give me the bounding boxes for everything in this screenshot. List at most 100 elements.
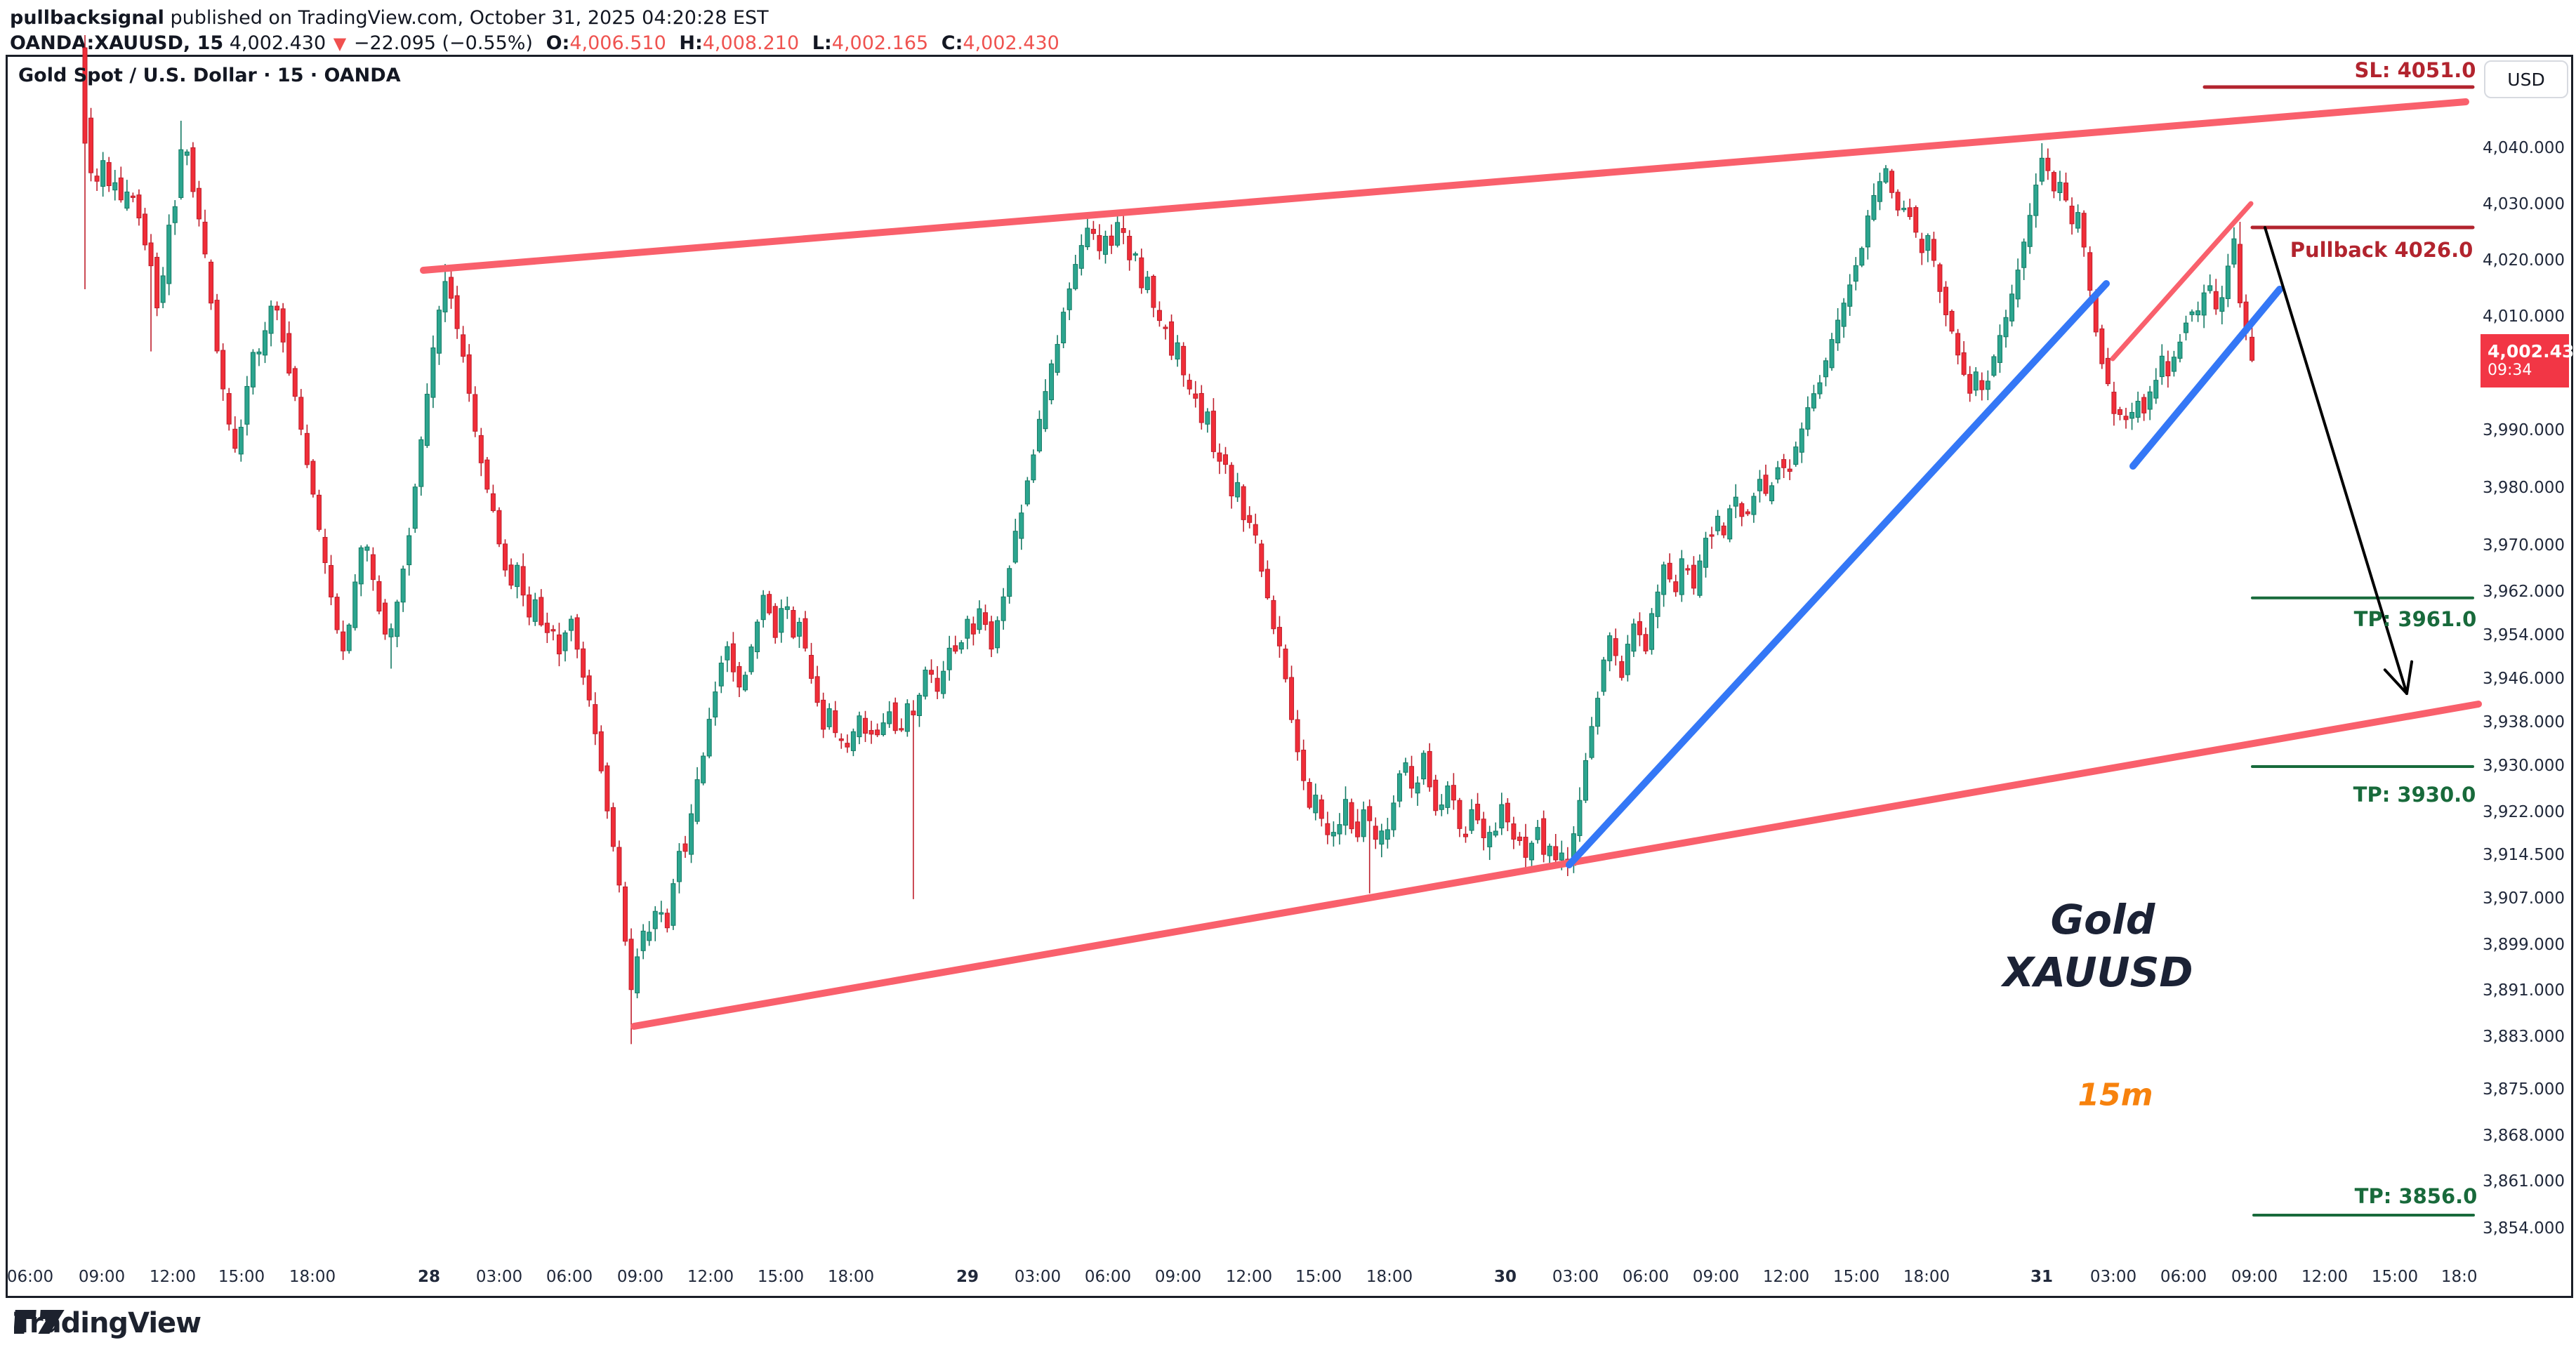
candle-down <box>1223 454 1228 465</box>
candle-up <box>436 310 442 354</box>
candle-up <box>1385 829 1390 840</box>
candle-up <box>1012 531 1018 563</box>
candle-down <box>214 300 220 352</box>
time-axis-label: 03:00 <box>2089 1268 2137 1286</box>
tp1-line-label: TP: 3961.0 <box>2353 607 2477 631</box>
candle-up <box>1337 824 1342 835</box>
candle-up <box>2129 411 2135 419</box>
tradingview-logo[interactable]: TradingView <box>14 1307 202 1339</box>
candle-down <box>934 677 940 692</box>
candle-down <box>1271 599 1276 630</box>
price-axis-label: 3,938.000 <box>2482 713 2565 731</box>
candle-down <box>329 564 334 597</box>
candle-up <box>784 606 790 610</box>
currency-label: USD <box>2507 69 2545 90</box>
candle-up <box>1343 799 1348 826</box>
candle-down <box>1667 562 1672 580</box>
time-axis-label: 15:00 <box>218 1268 265 1286</box>
time-axis-label: 12:00 <box>149 1268 197 1286</box>
candle-down <box>1295 719 1300 753</box>
candle-up <box>1859 248 1865 266</box>
pullback-trendline-rose[interactable] <box>2110 201 2254 362</box>
chart-legend-title: Gold Spot / U.S. Dollar · 15 · OANDA <box>18 65 401 86</box>
candle-up <box>2184 322 2188 333</box>
candle-up <box>2219 297 2225 312</box>
candle-down <box>772 606 778 638</box>
candle-down <box>1187 380 1192 390</box>
candle-down <box>1739 503 1745 517</box>
candle-down <box>280 308 286 343</box>
candle-down <box>1961 352 1967 375</box>
price-axis-label: 3,883.000 <box>2482 1028 2565 1046</box>
candle-down <box>1685 568 1691 571</box>
candle-up <box>2075 212 2081 229</box>
candle-up <box>1061 312 1066 343</box>
candle-up <box>1901 208 1907 211</box>
candle-up <box>850 731 856 751</box>
candle-down <box>1619 661 1625 678</box>
candle-down <box>911 710 916 715</box>
open-label: O: <box>546 32 570 54</box>
candle-down <box>1919 239 1924 253</box>
tradingview-logo-icon <box>14 1310 65 1334</box>
candle-down <box>616 847 622 886</box>
candle-down <box>1475 804 1481 821</box>
trendline-blue-long[interactable] <box>1566 280 2110 868</box>
price-axis-label: 3,962.000 <box>2482 583 2565 601</box>
projection-arrow[interactable] <box>2264 226 2408 695</box>
candle-down <box>1307 782 1312 808</box>
pullback-line-label: Pullback 4026.0 <box>2290 238 2473 262</box>
candle-up <box>1031 454 1036 481</box>
candle-down <box>863 717 868 734</box>
candle-up <box>166 225 172 284</box>
channel-upper-line[interactable] <box>420 98 2469 274</box>
tp2-line-label: TP: 3930.0 <box>2353 783 2476 807</box>
channel-lower-line[interactable] <box>630 701 2482 1030</box>
candle-down <box>610 807 616 847</box>
price-axis[interactable]: 4,040.000 4,030.000 4,020.000 4,010.000 3,99… <box>2481 57 2569 1292</box>
candle-down <box>586 675 592 701</box>
candle-down <box>767 594 772 614</box>
candle-down <box>1109 235 1114 246</box>
candle-down <box>484 459 490 490</box>
candle-up <box>1757 479 1762 491</box>
candle-up <box>923 669 928 697</box>
candle-down <box>490 493 496 511</box>
candle-up <box>1655 591 1660 617</box>
trendline-blue-short[interactable] <box>2129 286 2283 470</box>
close-value: 4,002.430 <box>963 32 1059 54</box>
time-axis-label: 15:00 <box>757 1268 805 1286</box>
candle-up <box>532 599 538 622</box>
candle-down <box>1913 207 1919 233</box>
candle-up <box>760 595 766 621</box>
candle-down <box>2063 183 2068 201</box>
candle-up <box>1330 832 1336 837</box>
candle-up <box>412 486 418 529</box>
candle-down <box>802 618 808 649</box>
candle-down <box>1198 392 1204 423</box>
candle-down <box>2141 397 2147 413</box>
candle-down <box>892 702 898 731</box>
candle-up <box>647 932 652 941</box>
candle-down <box>1511 823 1517 840</box>
price-axis-label: 3,899.000 <box>2482 935 2565 954</box>
candle-up <box>2231 238 2237 265</box>
candle-down <box>503 543 508 571</box>
candle-down <box>1241 486 1246 520</box>
price-axis-label: 3,891.000 <box>2482 981 2565 1000</box>
candle-up <box>1841 303 1847 327</box>
candle-up <box>904 703 910 732</box>
candle-up <box>1835 319 1841 343</box>
candle-up <box>1361 809 1366 837</box>
candle-down <box>1169 321 1175 356</box>
candle-up <box>1697 560 1703 596</box>
candle-up <box>1439 804 1444 810</box>
candle-up <box>1144 277 1150 291</box>
candle-down <box>730 643 736 672</box>
candle-down <box>1210 411 1216 452</box>
candle-up <box>1445 786 1451 808</box>
candle-down <box>383 602 388 635</box>
candle-up <box>1661 564 1667 595</box>
time-axis[interactable]: 06:00 09:00 12:00 15:00 18:00 28 03:00 06:00 09:… <box>6 1262 2478 1294</box>
